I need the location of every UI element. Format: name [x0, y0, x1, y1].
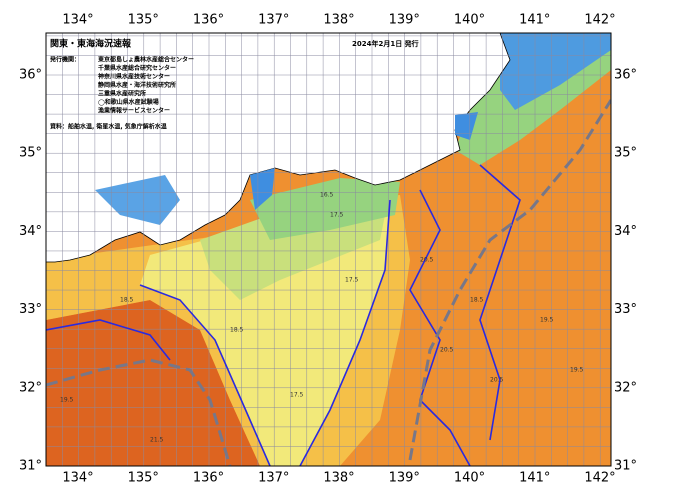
- lat-label: 33°: [19, 302, 42, 317]
- issuer: 静岡県水産・海洋技術研究所: [98, 81, 176, 89]
- lon-label: 138°: [323, 13, 354, 28]
- lat-label: 36°: [614, 68, 637, 83]
- contour-label: 17.5: [345, 277, 359, 284]
- contour-label: 17.5: [290, 392, 304, 399]
- issuer: 千葉県水産総合研究センター: [98, 64, 176, 72]
- map-body: [46, 33, 611, 466]
- current-line: [46, 358, 232, 466]
- contour-line: [46, 319, 171, 361]
- lat-label: 35°: [19, 146, 42, 161]
- contour-line: [299, 199, 391, 466]
- map-title: 関東・東海海況速報: [50, 38, 132, 50]
- contour-label: 17.5: [330, 212, 344, 219]
- lon-label: 134°: [62, 13, 93, 28]
- current-axis: [46, 99, 611, 466]
- sea-cool: [140, 200, 390, 466]
- issuer: 神奈川県水産技術センター: [98, 73, 170, 81]
- contour-label: 19.5: [540, 317, 554, 324]
- lon-label: 142°: [584, 13, 615, 28]
- lon-label: 141°: [519, 471, 550, 486]
- contour-label: 19.5: [570, 367, 584, 374]
- grid: [46, 33, 611, 466]
- lat-label: 32°: [614, 380, 637, 395]
- issuer: ◯和歌山県水産試験場: [98, 98, 159, 106]
- lon-label: 135°: [128, 13, 159, 28]
- contour-line: [139, 284, 271, 466]
- lat-label: 34°: [614, 224, 637, 239]
- contour-line: [479, 164, 521, 441]
- lat-label: 33°: [614, 302, 637, 317]
- current-line: [408, 99, 611, 461]
- contour-line: [409, 189, 471, 466]
- lon-label: 141°: [519, 13, 550, 28]
- issuer: 東京都島しょ農林水産総合センター: [98, 56, 194, 64]
- contours: [46, 164, 521, 466]
- source: 資料：船舶水温, 衛星水温, 気象庁解析水温: [50, 123, 167, 131]
- lon-label: 140°: [454, 471, 485, 486]
- contour-label: 16.5: [320, 192, 334, 199]
- lon-label: 139°: [389, 471, 420, 486]
- lon-label: 137°: [258, 471, 289, 486]
- issuer: 漁業情報サービスセンター: [98, 107, 170, 115]
- lat-label: 32°: [19, 380, 42, 395]
- lon-label: 136°: [193, 13, 224, 28]
- lat-label: 36°: [19, 68, 42, 83]
- contour-label: 18.5: [230, 327, 244, 334]
- seto-sea: [95, 175, 180, 225]
- lon-label: 137°: [258, 13, 289, 28]
- lon-label: 138°: [323, 471, 354, 486]
- issuers-label: 発行機関：: [50, 56, 80, 64]
- ise-bay: [250, 168, 275, 210]
- contour-label: 18.5: [120, 297, 134, 304]
- tokyo-bay: [455, 112, 478, 140]
- contour-label: 20.5: [490, 377, 504, 384]
- lat-label: 35°: [614, 146, 637, 161]
- contour-label: 19.5: [60, 397, 74, 404]
- lon-label: 140°: [454, 13, 485, 28]
- sea-warmest: [46, 300, 260, 466]
- lat-label: 34°: [19, 224, 42, 239]
- lon-label: 135°: [128, 471, 159, 486]
- map-frame: [45, 32, 612, 467]
- lon-label: 134°: [62, 471, 93, 486]
- contour-label: 21.5: [150, 437, 164, 444]
- sea-cold: [250, 178, 400, 240]
- contour-label: 20.5: [420, 257, 434, 264]
- lat-label: 31°: [614, 459, 637, 474]
- lon-label: 136°: [193, 471, 224, 486]
- sea-coldest-ne: [500, 33, 611, 110]
- contour-label: 20.5: [440, 347, 454, 354]
- lon-label: 142°: [584, 471, 615, 486]
- issuer: 三重県水産研究所: [98, 90, 146, 98]
- lat-label: 31°: [19, 459, 42, 474]
- issue-date: 2024年2月1日 発行: [352, 39, 419, 48]
- lon-label: 139°: [389, 13, 420, 28]
- contour-label: 18.5: [470, 297, 484, 304]
